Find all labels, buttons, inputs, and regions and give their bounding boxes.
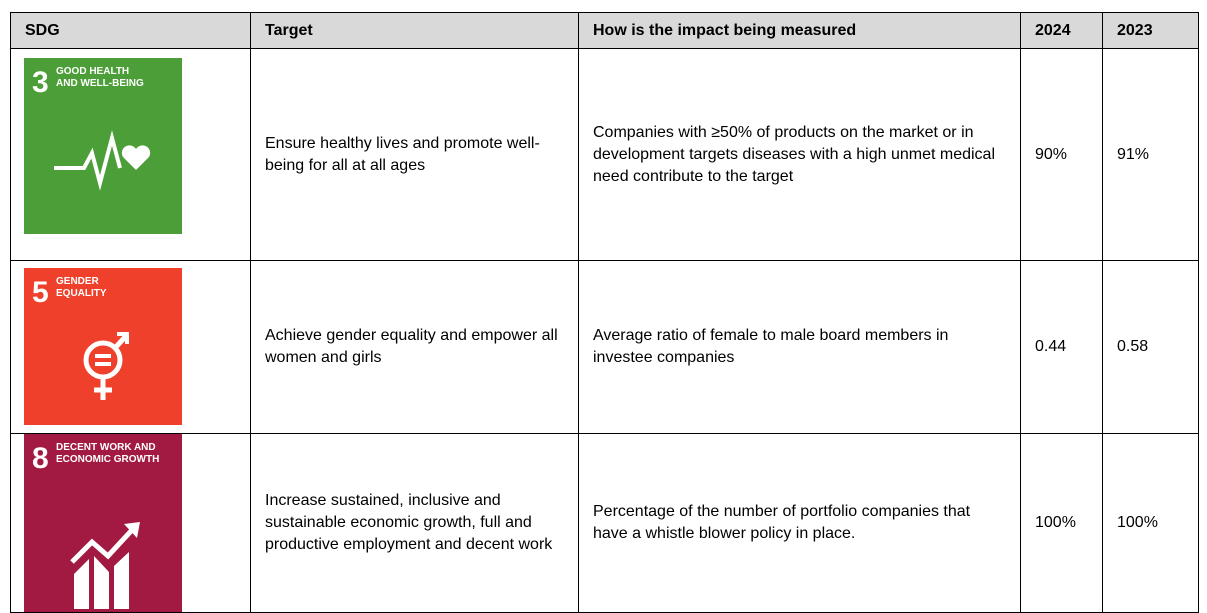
- measure-cell: Companies with ≥50% of products on the m…: [578, 48, 1021, 261]
- header-cell: How is the impact being measured: [578, 12, 1021, 49]
- sdg-icon: 3 GOOD HEALTH AND WELL-BEING: [24, 58, 182, 234]
- sdg-label: DECENT WORK AND: [56, 442, 156, 453]
- sdg-icon: 8 DECENT WORK AND ECONOMIC GROWTH: [24, 434, 182, 612]
- sdg-label: GENDER: [56, 276, 100, 287]
- value-cell: 90%: [1020, 48, 1103, 261]
- header-row: SDG Target How is the impact being measu…: [10, 12, 1199, 49]
- measure-cell: Percentage of the number of portfolio co…: [578, 433, 1021, 613]
- target-cell: Ensure healthy lives and promote well-be…: [250, 48, 579, 261]
- sdg-number: 8: [32, 442, 49, 475]
- header-cell: SDG: [10, 12, 251, 49]
- target-cell: Achieve gender equality and empower all …: [250, 260, 579, 434]
- value-cell: 91%: [1102, 48, 1199, 261]
- icon-cell: 3 GOOD HEALTH AND WELL-BEING: [10, 48, 251, 261]
- row: 5 GENDER EQUALITY Achieve gender equalit…: [10, 260, 1199, 434]
- value-cell: 0.44: [1020, 260, 1103, 434]
- sdg-label: AND WELL-BEING: [56, 78, 144, 89]
- sdg-label: EQUALITY: [56, 288, 107, 299]
- row: 8 DECENT WORK AND ECONOMIC GROWTH Increa…: [10, 433, 1199, 613]
- value-cell: 100%: [1102, 433, 1199, 613]
- icon-cell: 8 DECENT WORK AND ECONOMIC GROWTH: [10, 433, 251, 613]
- sdg-number: 3: [32, 66, 49, 99]
- header-cell: 2023: [1102, 12, 1199, 49]
- value-cell: 0.58: [1102, 260, 1199, 434]
- target-cell: Increase sustained, inclusive and sustai…: [250, 433, 579, 613]
- header-cell: 2024: [1020, 12, 1103, 49]
- sdg-label: GOOD HEALTH: [56, 66, 129, 77]
- header-cell: Target: [250, 12, 579, 49]
- measure-cell: Average ratio of female to male board me…: [578, 260, 1021, 434]
- icon-cell: 5 GENDER EQUALITY: [10, 260, 251, 434]
- sdg-number: 5: [32, 276, 49, 309]
- row: 3 GOOD HEALTH AND WELL-BEING Ensure heal…: [10, 48, 1199, 261]
- value-cell: 100%: [1020, 433, 1103, 613]
- sdg-icon: 5 GENDER EQUALITY: [24, 268, 182, 425]
- sdg-table: SDG Target How is the impact being measu…: [10, 12, 1199, 613]
- sdg-label: ECONOMIC GROWTH: [56, 454, 159, 465]
